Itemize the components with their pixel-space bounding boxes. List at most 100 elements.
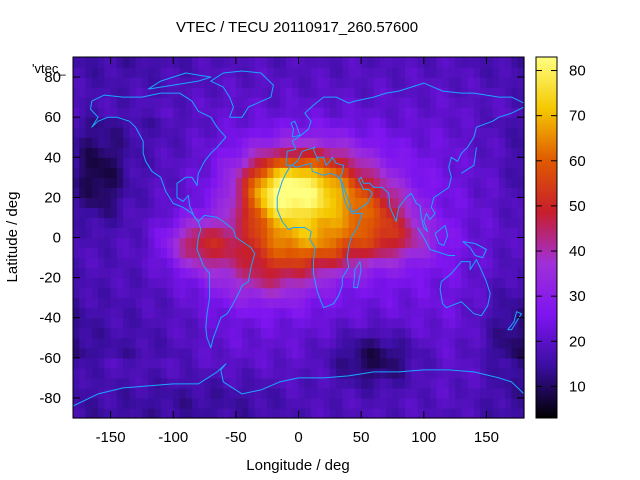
colorbar-tick-label: 20 — [569, 333, 586, 350]
heatmap-cell — [91, 177, 99, 188]
heatmap-cell — [267, 307, 275, 319]
heatmap-cell — [116, 147, 124, 158]
heatmap-cell — [480, 87, 488, 98]
heatmap-cell — [505, 287, 513, 299]
heatmap-cell — [505, 167, 513, 178]
heatmap-cell — [79, 127, 87, 138]
heatmap-cell — [354, 197, 362, 209]
heatmap-cell — [104, 277, 112, 289]
heatmap-cell — [179, 347, 187, 359]
heatmap-cell — [354, 227, 362, 239]
heatmap-cell — [267, 387, 275, 399]
heatmap-cell — [336, 177, 343, 188]
heatmap-cell — [148, 117, 156, 128]
colorbar-tick-label: 60 — [569, 153, 586, 170]
heatmap-cell — [404, 317, 412, 329]
heatmap-cell — [129, 217, 137, 229]
heatmap-cell — [423, 367, 431, 379]
heatmap-cell — [160, 197, 168, 209]
heatmap-cell — [204, 107, 212, 118]
heatmap-cell — [298, 217, 306, 229]
heatmap-cell — [166, 107, 174, 118]
heatmap-cell — [104, 197, 112, 209]
heatmap-cell — [348, 347, 356, 359]
heatmap-cell — [336, 217, 343, 229]
heatmap-cell — [336, 347, 343, 359]
heatmap-cell — [292, 137, 300, 148]
heatmap-cell — [411, 377, 419, 389]
heatmap-cell — [229, 267, 237, 279]
heatmap-cell — [498, 107, 506, 118]
heatmap-cell — [260, 347, 268, 359]
heatmap-cell — [85, 87, 93, 98]
heatmap-cell — [198, 297, 206, 309]
heatmap-cell — [85, 227, 93, 239]
heatmap-cell — [511, 87, 519, 98]
heatmap-cell — [116, 117, 124, 128]
heatmap-cell — [110, 187, 118, 198]
heatmap-cell — [298, 97, 306, 108]
heatmap-cell — [392, 87, 400, 98]
heatmap-cell — [73, 177, 80, 188]
heatmap-cell — [455, 57, 462, 68]
x-tick-label: 150 — [474, 429, 499, 446]
heatmap-cell — [279, 197, 287, 209]
heatmap-cell — [91, 337, 99, 349]
heatmap-cell — [192, 267, 199, 279]
heatmap-cell — [260, 127, 268, 138]
heatmap-cell — [279, 407, 287, 419]
heatmap-cell — [442, 57, 450, 68]
heatmap-cell — [141, 207, 149, 219]
heatmap-cell — [285, 287, 293, 299]
heatmap-cell — [417, 187, 425, 198]
heatmap-cell — [223, 217, 231, 229]
heatmap-cell — [85, 257, 93, 269]
heatmap-cell — [279, 117, 287, 128]
heatmap-cell — [323, 267, 331, 279]
heatmap-cell — [480, 117, 488, 128]
heatmap-cell — [298, 277, 306, 289]
heatmap-cell — [430, 227, 437, 239]
heatmap-cell — [260, 107, 268, 118]
heatmap-cell — [98, 237, 105, 249]
heatmap-cell — [198, 367, 206, 379]
heatmap-cell — [379, 337, 387, 349]
heatmap-cell — [229, 327, 237, 339]
heatmap-cell — [279, 207, 287, 219]
heatmap-cell — [173, 207, 181, 219]
heatmap-cell — [386, 397, 394, 409]
heatmap-cell — [304, 377, 312, 389]
heatmap-cell — [411, 367, 419, 379]
heatmap-cell — [154, 297, 162, 309]
heatmap-cell — [223, 207, 231, 219]
heatmap-cell — [85, 167, 93, 178]
heatmap-cell — [154, 377, 162, 389]
heatmap-cell — [298, 227, 306, 239]
heatmap-cell — [448, 127, 456, 138]
heatmap-cell — [141, 317, 149, 329]
heatmap-cell — [173, 167, 181, 178]
heatmap-cell — [148, 137, 156, 148]
heatmap-cell — [311, 347, 318, 359]
heatmap-cell — [285, 397, 293, 409]
heatmap-cell — [254, 77, 262, 88]
heatmap-cell — [292, 397, 300, 409]
heatmap-cell — [442, 127, 450, 138]
heatmap-cell — [179, 407, 187, 419]
heatmap-cell — [480, 287, 488, 299]
heatmap-cell — [223, 287, 231, 299]
heatmap-cell — [342, 227, 350, 239]
y-tick-label: -20 — [39, 270, 61, 287]
heatmap-cell — [404, 277, 412, 289]
heatmap-cell — [179, 307, 187, 319]
heatmap-cell — [329, 57, 337, 68]
heatmap-cell — [160, 127, 168, 138]
heatmap-cell — [285, 267, 293, 279]
heatmap-cell — [473, 197, 481, 209]
heatmap-cell — [185, 307, 193, 319]
heatmap-cell — [260, 167, 268, 178]
heatmap-cell — [141, 87, 149, 98]
heatmap-cell — [505, 77, 513, 88]
heatmap-cell — [373, 337, 381, 349]
heatmap-cell — [436, 77, 444, 88]
